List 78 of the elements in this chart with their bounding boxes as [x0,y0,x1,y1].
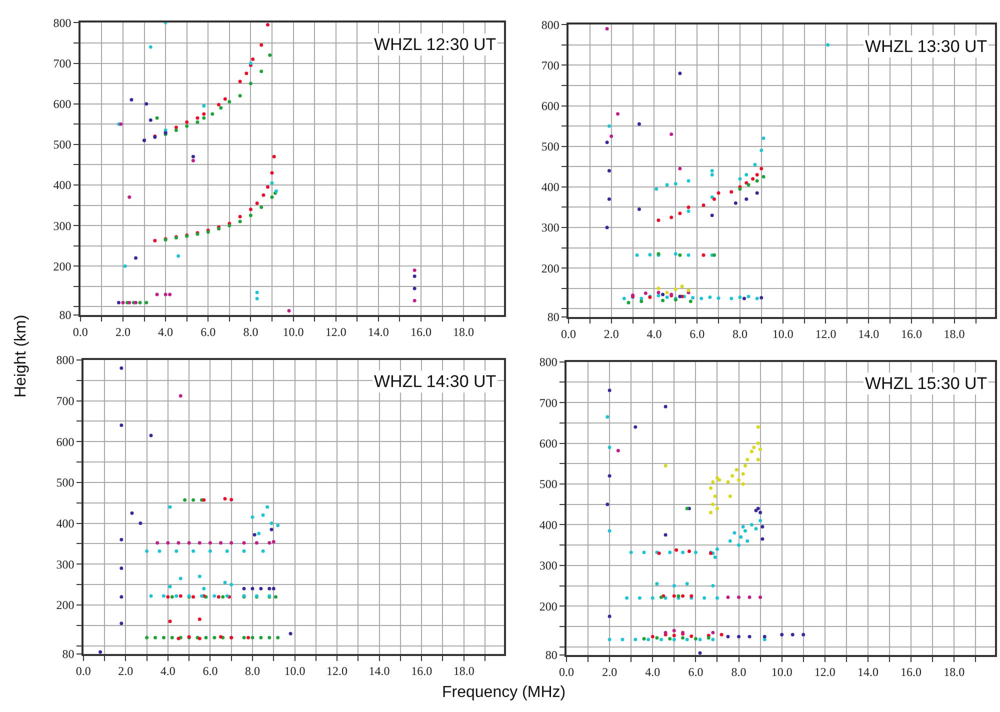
y-tick-label: 300 [56,557,74,572]
x-tick-label: 0.0 [72,324,88,339]
y-tick-label: 700 [541,58,560,72]
x-tick-label: 4.0 [160,664,176,678]
x-tick-label: 6.0 [690,326,705,341]
text: WHZL 14:30 UT [374,372,496,391]
x-tick-label: 4.0 [646,326,662,341]
x-tick-label: 6.0 [202,664,218,678]
x-tick-label: 8.0 [243,324,258,339]
y-tick-label: 500 [539,477,558,492]
y-tick-label: 300 [541,220,560,235]
x-tick-label: 18.0 [453,324,474,339]
x-tick-label: 10.0 [282,324,304,339]
x-tick-label: 12.0 [815,326,836,341]
y-tick-label: 80 [62,647,74,662]
y-axis-title: Height (km) [12,314,30,398]
y-tick-label: 80 [59,308,72,322]
x-tick-label: 2.0 [115,324,130,339]
x-tick-label: 16.0 [900,326,922,341]
x-axis-title: Frequency (MHz) [442,684,566,701]
x-tick-label: 6.0 [688,665,704,680]
x-tick-label: 4.0 [645,665,660,680]
x-tick-label: 16.0 [900,665,922,680]
y-tick-label: 800 [541,18,560,32]
x-tick-label: 12.0 [326,664,348,678]
y-tick-label: 300 [53,218,72,233]
x-tick-label: 18.0 [944,326,965,341]
text: WHZL 15:30 UT [865,374,988,393]
x-tick-label: 8.0 [732,326,748,341]
y-tick-label: 200 [541,261,560,276]
y-tick-label: 600 [56,434,74,449]
y-tick-label: 400 [56,516,74,531]
text: WHZL 12:30 UT [374,35,496,54]
x-tick-label: 12.0 [325,324,346,339]
x-tick-label: 16.0 [411,664,432,678]
x-tick-label: 2.0 [604,326,619,341]
x-tick-label: 8.0 [731,665,746,680]
y-tick-label: 400 [539,518,558,532]
x-tick-label: 10.0 [284,664,306,678]
y-tick-label: 200 [56,598,74,612]
x-tick-label: 18.0 [944,665,965,680]
y-tick-label: 300 [539,558,558,573]
x-tick-label: 10.0 [771,665,792,680]
y-tick-label: 800 [539,355,558,370]
y-tick-label: 700 [539,396,558,410]
y-tick-label: 500 [541,140,560,154]
x-tick-label: 12.0 [814,665,836,680]
y-tick-label: 200 [539,599,558,614]
y-tick-label: 80 [545,648,558,662]
x-tick-label: 10.0 [772,326,794,341]
x-tick-label: 0.0 [560,326,576,341]
y-tick-label: 400 [53,178,72,192]
x-tick-label: 14.0 [857,665,878,680]
y-tick-label: 80 [547,310,560,324]
y-tick-label: 700 [56,394,74,408]
x-tick-label: 0.0 [558,665,574,680]
x-tick-label: 2.0 [118,664,134,678]
x-tick-label: 0.0 [76,664,91,678]
y-tick-label: 700 [53,56,72,70]
y-tick-label: 800 [56,353,74,368]
x-tick-label: 14.0 [368,324,389,339]
x-tick-label: 6.0 [200,324,216,339]
y-tick-label: 200 [53,259,72,274]
y-tick-label: 500 [53,138,72,152]
y-tick-label: 600 [539,436,558,450]
x-tick-label: 2.0 [602,665,618,680]
y-tick-label: 500 [56,476,74,490]
text: WHZL 13:30 UT [865,37,988,56]
x-tick-label: 14.0 [858,326,880,341]
x-tick-label: 14.0 [368,664,390,678]
x-tick-label: 16.0 [410,324,432,339]
x-tick-label: 8.0 [244,664,260,678]
y-tick-label: 400 [541,180,560,194]
y-tick-label: 600 [541,98,560,113]
x-tick-label: 4.0 [158,324,174,339]
y-tick-label: 600 [53,97,72,112]
x-tick-label: 18.0 [453,664,474,678]
y-tick-label: 800 [53,16,72,30]
